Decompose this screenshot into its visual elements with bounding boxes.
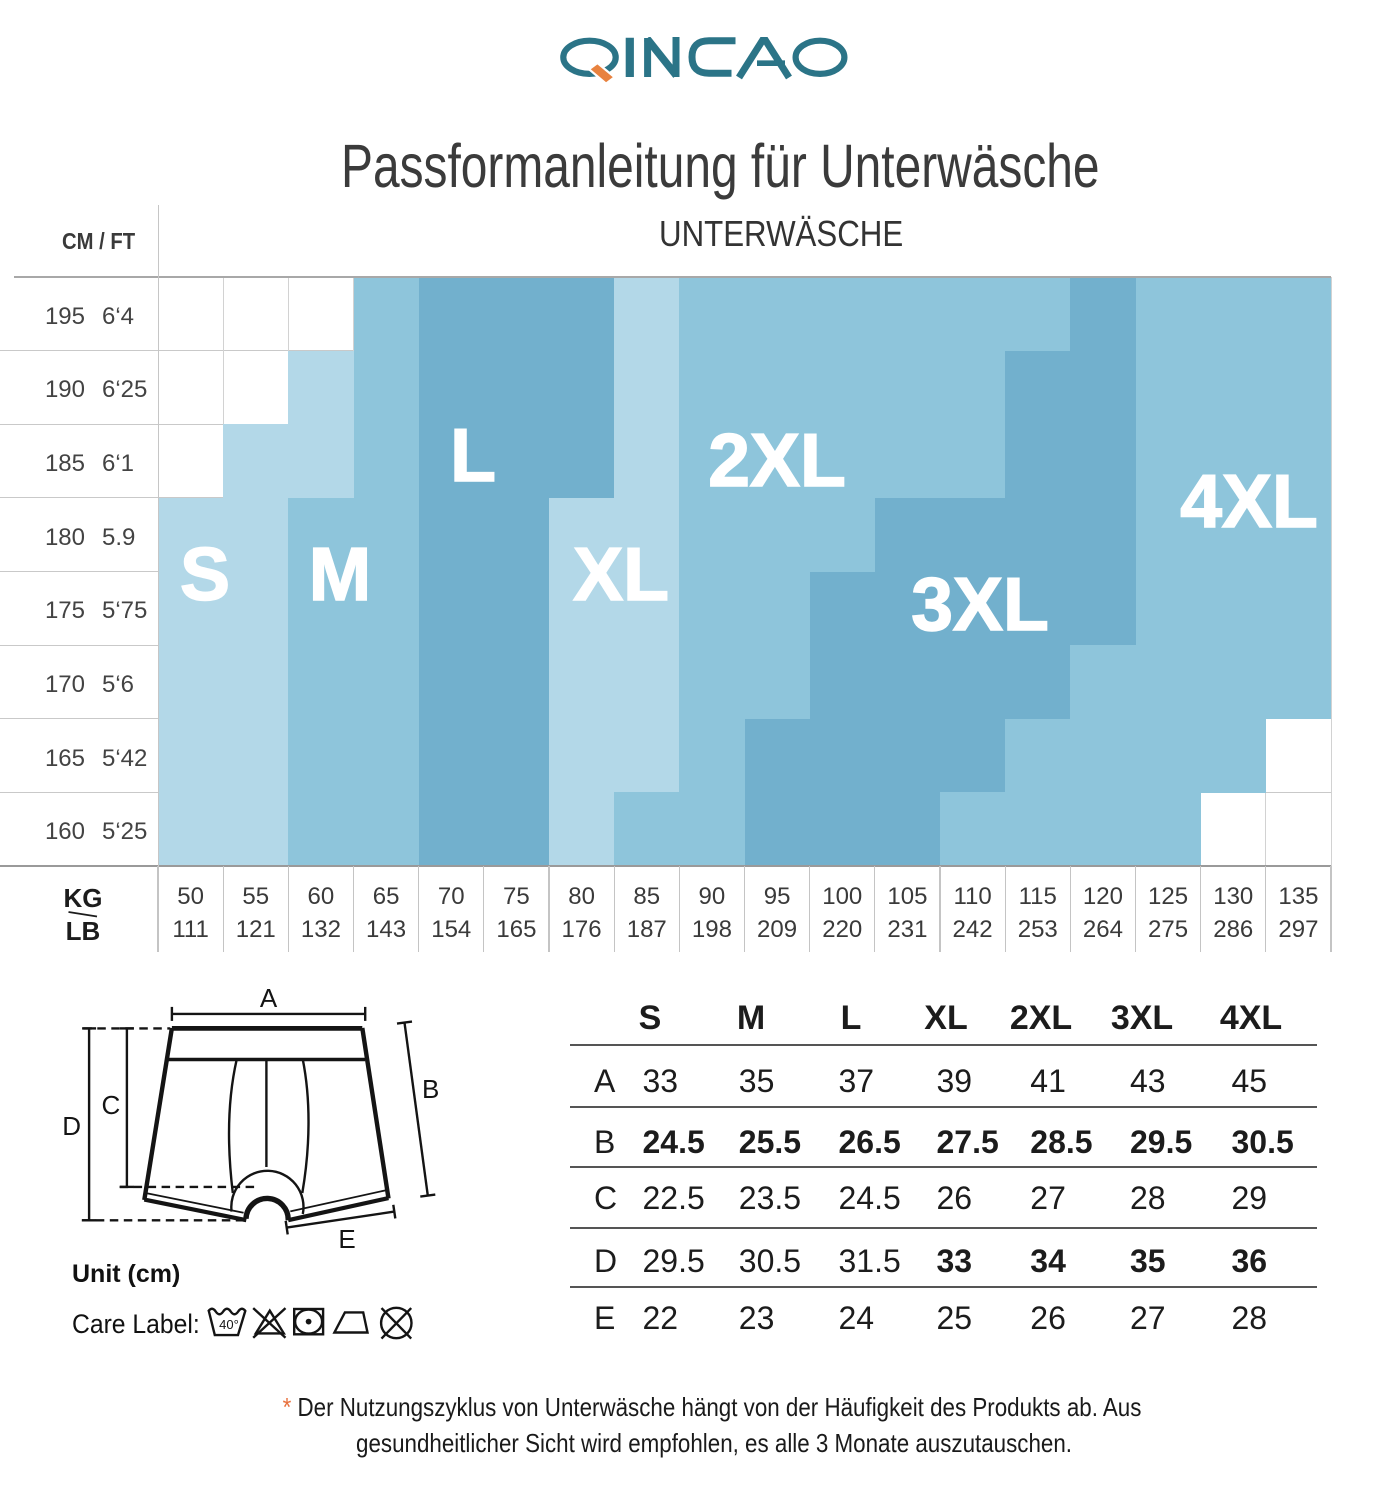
svg-text:A: A (260, 985, 278, 1013)
svg-text:D: D (62, 1111, 81, 1141)
svg-text:B: B (422, 1074, 439, 1104)
svg-text:E: E (338, 1224, 355, 1254)
svg-text:C: C (102, 1090, 121, 1120)
